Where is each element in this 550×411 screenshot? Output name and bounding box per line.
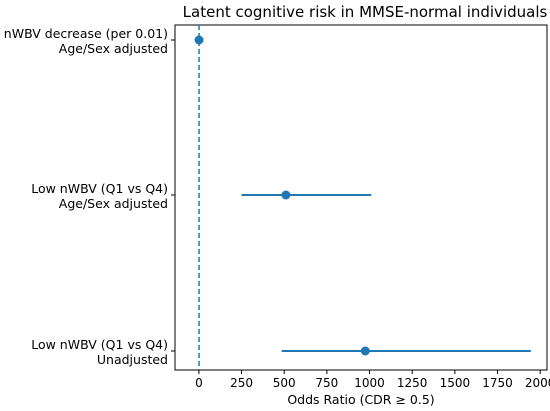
x-tick-label: 500	[273, 376, 296, 390]
y-label-line2: Unadjusted	[97, 352, 168, 367]
y-label-line2: Age/Sex adjusted	[59, 196, 168, 211]
point-estimate	[194, 35, 204, 45]
y-label-line1: Low nWBV (Q1 vs Q4)	[31, 181, 168, 196]
plot-frame	[174, 24, 548, 371]
point-estimate	[360, 346, 370, 356]
x-axis-ticks: 0 250 500 750 1000 1250 1500 1750 2000	[195, 370, 550, 390]
x-tick-label: 1500	[440, 376, 471, 390]
estimate-marks	[194, 35, 531, 356]
chart-title: Latent cognitive risk in MMSE-normal ind…	[183, 3, 548, 21]
x-tick-label: 1750	[482, 376, 513, 390]
x-tick-label: 0	[195, 376, 203, 390]
x-axis-label: Odds Ratio (CDR ≥ 0.5)	[287, 392, 434, 407]
x-tick-label: 1000	[354, 376, 385, 390]
x-tick-label: 250	[230, 376, 253, 390]
y-label-line1: Low nWBV (Q1 vs Q4)	[31, 337, 168, 352]
point-estimate	[281, 190, 291, 200]
y-label-line1: nWBV decrease (per 0.01)	[4, 26, 168, 41]
y-label-line2: Age/Sex adjusted	[59, 41, 168, 56]
x-tick-label: 1250	[397, 376, 428, 390]
x-tick-label: 2000	[525, 376, 550, 390]
y-axis-labels: nWBV decrease (per 0.01)Age/Sex adjusted…	[4, 26, 175, 367]
x-tick-label: 750	[315, 376, 338, 390]
